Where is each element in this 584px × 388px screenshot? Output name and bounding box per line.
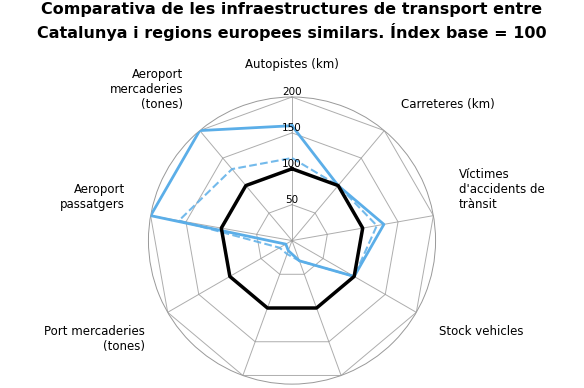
Text: 100: 100 <box>282 159 302 169</box>
Text: 150: 150 <box>282 123 302 133</box>
Text: Aeroport
mercaderies
(tones): Aeroport mercaderies (tones) <box>109 68 183 111</box>
Text: Stock vehicles: Stock vehicles <box>439 325 523 338</box>
Text: Víctimes
d'accidents de
trànsit: Víctimes d'accidents de trànsit <box>459 168 544 211</box>
Text: 50: 50 <box>286 195 298 205</box>
Text: Carreteres (km): Carreteres (km) <box>401 98 495 111</box>
Text: Comparativa de les infraestructures de transport entre
Catalunya i regions europ: Comparativa de les infraestructures de t… <box>37 2 547 41</box>
Text: 200: 200 <box>282 87 302 97</box>
Text: Autopistes (km): Autopistes (km) <box>245 58 339 71</box>
Text: Aeroport
passatgers: Aeroport passatgers <box>60 183 125 211</box>
Text: Port mercaderies
(tones): Port mercaderies (tones) <box>44 325 145 353</box>
